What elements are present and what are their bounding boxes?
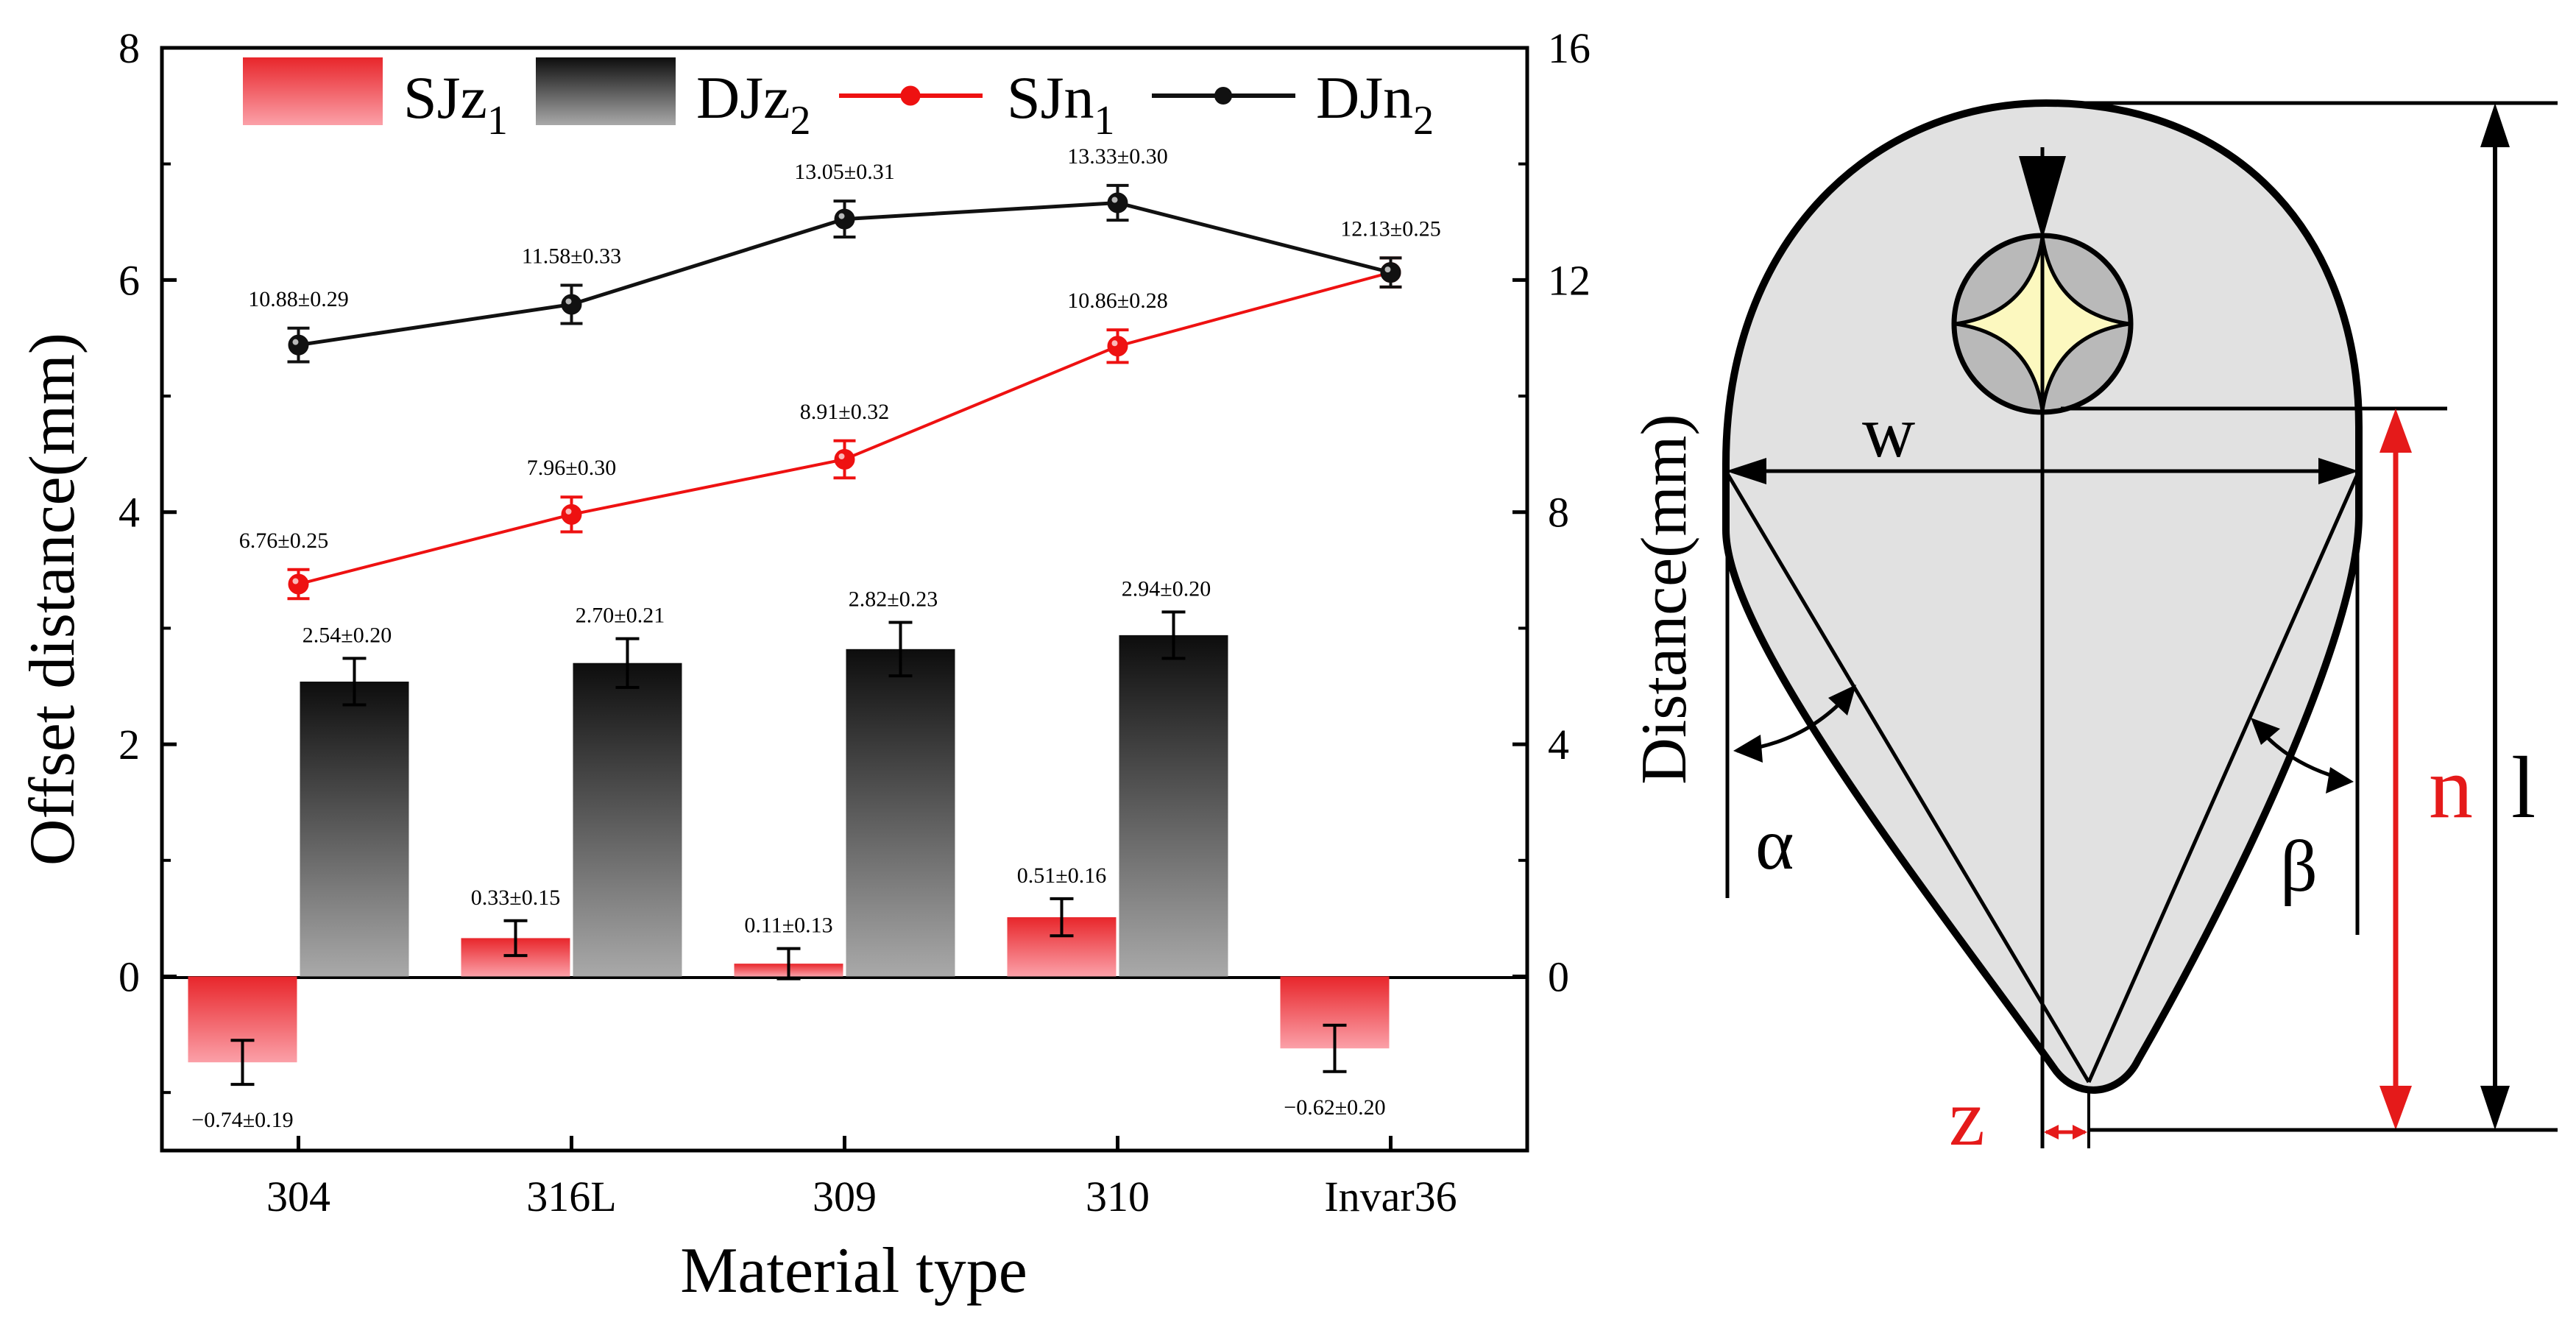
data-label: 13.33±0.30 xyxy=(1067,144,1167,169)
width-arrow-left xyxy=(1726,458,1766,484)
data-label: 2.82±0.23 xyxy=(849,587,938,612)
point-sjn xyxy=(561,504,582,525)
point-highlight xyxy=(838,453,845,459)
data-labels: −0.74±0.19 0.33±0.15 0.11±0.13 0.51±0.16 −0.… xyxy=(191,144,1440,1132)
legend-swatch-djz2 xyxy=(536,57,676,125)
beta-arrowhead-bottom xyxy=(2326,767,2354,794)
point-sjn xyxy=(1107,336,1128,357)
legend-label-sjz1: SJz1 xyxy=(403,64,508,144)
x-tick-label: 310 xyxy=(1086,1173,1150,1220)
data-label: −0.62±0.20 xyxy=(1284,1095,1385,1120)
point-highlight xyxy=(838,213,845,219)
data-label: 0.11±0.13 xyxy=(744,914,832,938)
l-label: l xyxy=(2511,738,2536,836)
y2-tick-label: 16 xyxy=(1548,24,1590,72)
l-arrow-bottom xyxy=(2480,1086,2510,1130)
point-djn xyxy=(288,334,309,356)
y2-tick-label: 0 xyxy=(1548,953,1569,1000)
x-axis-title: Material type xyxy=(680,1235,1027,1307)
y-tick-label: 2 xyxy=(118,721,140,768)
y2-tick-label: 8 xyxy=(1548,489,1569,537)
bar-djz-309 xyxy=(846,649,955,977)
y-axis-title: Offset distance(mm) xyxy=(17,333,88,866)
y-tick-label: 8 xyxy=(118,24,140,72)
data-label: 12.13±0.25 xyxy=(1340,216,1440,241)
n-label: n xyxy=(2429,738,2473,836)
data-label: 2.70±0.21 xyxy=(576,604,665,628)
n-arrow-top xyxy=(2379,409,2412,453)
triangle-left-side xyxy=(1724,470,2091,1084)
legend-label-djn2: DJn2 xyxy=(1316,64,1434,144)
y2-axis-title: Distance(mm) xyxy=(1629,414,1700,784)
point-highlight xyxy=(1111,340,1118,347)
x-tick-label: Invar36 xyxy=(1324,1173,1457,1220)
weld-bead-diagram: α β w n l z xyxy=(1722,99,2558,1162)
x-tick-label: 304 xyxy=(266,1173,330,1220)
data-label: 13.05±0.31 xyxy=(794,160,894,184)
legend-label-djz2: DJz2 xyxy=(696,64,811,144)
line-series xyxy=(287,183,1402,601)
data-label: 6.76±0.25 xyxy=(239,529,328,553)
point-sjn xyxy=(834,448,855,470)
data-label: 11.58±0.33 xyxy=(522,244,621,268)
x-axis: 304 316L 309 310 Invar36 xyxy=(266,1136,1457,1220)
legend-marker-sjn1 xyxy=(900,85,921,106)
data-label: 10.86±0.28 xyxy=(1067,289,1167,313)
point-highlight xyxy=(565,298,572,305)
data-label: 2.94±0.20 xyxy=(1122,576,1211,601)
alpha-arrowhead-right xyxy=(1828,685,1856,716)
data-label: 2.54±0.20 xyxy=(302,623,392,647)
bar-series xyxy=(188,610,1390,1086)
point-sjn xyxy=(288,573,309,595)
point-highlight xyxy=(292,578,299,584)
alpha-label: α xyxy=(1755,803,1794,885)
y-tick-label: 6 xyxy=(118,256,140,304)
bar-djz-304 xyxy=(300,681,409,977)
l-arrow-top xyxy=(2480,103,2510,147)
bar-djz-316l xyxy=(573,662,682,977)
point-djn xyxy=(1380,262,1401,283)
z-label: z xyxy=(1949,1073,1985,1162)
beta-label: β xyxy=(2280,825,2318,907)
z-arrow-right xyxy=(2073,1125,2087,1140)
y2-tick-label: 4 xyxy=(1548,721,1569,768)
data-label: 0.51±0.16 xyxy=(1017,863,1106,888)
width-arrow-right xyxy=(2318,458,2359,484)
point-highlight xyxy=(1111,197,1118,203)
y2-tick-label: 12 xyxy=(1548,256,1590,304)
left-y-axis: 0 2 4 6 8 xyxy=(118,24,177,1095)
data-label: 10.88±0.29 xyxy=(248,287,348,311)
y-tick-label: 4 xyxy=(118,489,140,537)
triangle-right-side xyxy=(2087,470,2361,1084)
data-label: 0.33±0.15 xyxy=(471,886,560,910)
offset-distance-chart: 0 2 4 6 8 0 4 8 12 16 304 316L 309 310 Invar36 −0.74… xyxy=(17,24,1700,1307)
legend-label-sjn1: SJn1 xyxy=(1007,64,1115,144)
legend: SJz1 DJz2 SJn1 DJn2 xyxy=(243,57,1434,144)
data-label: 8.91±0.32 xyxy=(800,400,889,424)
data-label: 7.96±0.30 xyxy=(527,456,616,480)
beta-arrowhead-top xyxy=(2251,718,2280,745)
point-highlight xyxy=(1384,266,1391,273)
n-arrow-bottom xyxy=(2379,1086,2412,1130)
point-highlight xyxy=(565,508,572,515)
w-label: w xyxy=(1862,391,1915,473)
y-tick-label: 0 xyxy=(118,953,140,1000)
alpha-arrowhead-left xyxy=(1733,735,1763,763)
point-djn xyxy=(834,208,855,230)
legend-marker-djn2 xyxy=(1214,87,1232,105)
right-y-axis: 0 4 8 12 16 xyxy=(1512,24,1590,1000)
x-tick-label: 316L xyxy=(526,1173,616,1220)
bar-djz-310 xyxy=(1119,635,1228,977)
point-djn xyxy=(561,294,582,315)
point-highlight xyxy=(292,339,299,345)
legend-swatch-sjz1 xyxy=(243,57,383,125)
x-tick-label: 309 xyxy=(813,1173,877,1220)
point-djn xyxy=(1107,192,1128,213)
data-label: −0.74±0.19 xyxy=(191,1108,293,1132)
z-arrow-left xyxy=(2044,1125,2059,1140)
